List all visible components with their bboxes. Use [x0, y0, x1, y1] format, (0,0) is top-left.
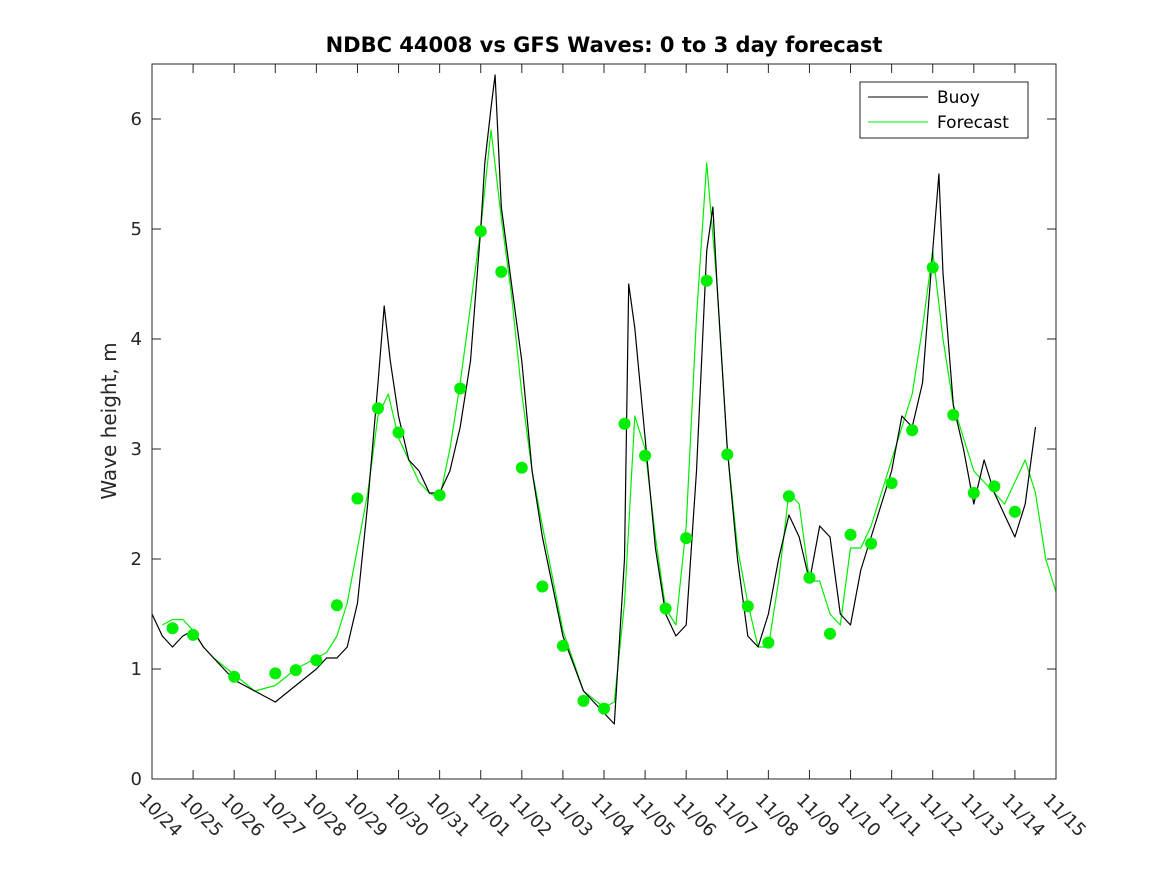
forecast-point	[680, 532, 693, 545]
legend-box	[859, 81, 1029, 139]
forecast-point	[639, 449, 652, 462]
forecast-point	[967, 487, 980, 499]
forecast-point	[454, 382, 467, 395]
forecast-point	[885, 477, 898, 490]
forecast-point	[330, 599, 343, 612]
y-tick-label: 2	[131, 549, 142, 570]
forecast-point	[1008, 505, 1021, 518]
forecast-point	[988, 480, 1001, 493]
forecast-point	[824, 627, 836, 640]
y-axis-ticks: 0 1 2 3 4 5 6	[131, 109, 1056, 790]
forecast-point	[474, 225, 487, 238]
forecast-point	[906, 424, 919, 437]
y-tick-label: 3	[131, 439, 142, 460]
y-tick-label: 6	[131, 109, 142, 130]
forecast-point	[536, 580, 549, 593]
forecast-point	[865, 537, 878, 550]
series-line-buoy	[151, 74, 1037, 725]
forecast-point	[844, 528, 857, 541]
forecast-point	[782, 490, 795, 503]
y-axis-label: Wave height, m	[97, 342, 121, 499]
forecast-point	[618, 417, 631, 430]
forecast-point	[351, 492, 364, 505]
y-tick-label: 4	[131, 329, 142, 350]
forecast-point	[721, 448, 734, 461]
legend-label-buoy: Buoy	[937, 88, 980, 108]
forecast-point	[577, 694, 590, 707]
forecast-point	[700, 274, 713, 287]
forecast-point	[495, 265, 508, 278]
forecast-point	[269, 667, 282, 680]
forecast-point	[515, 461, 528, 474]
forecast-point	[392, 426, 405, 439]
legend-label-forecast: Forecast	[937, 113, 1009, 133]
forecast-point	[598, 702, 610, 715]
forecast-point	[228, 670, 241, 683]
y-tick-label: 0	[131, 769, 142, 790]
forecast-point	[556, 639, 569, 652]
series-lines	[151, 74, 1057, 725]
forecast-point	[741, 600, 754, 613]
forecast-point	[187, 628, 200, 641]
forecast-point	[310, 654, 323, 667]
forecast-markers	[166, 225, 1021, 715]
forecast-point	[166, 622, 179, 635]
plot-area	[152, 64, 1056, 779]
legend: Buoy Forecast	[859, 81, 1029, 139]
forecast-point	[926, 261, 939, 274]
forecast-point	[289, 664, 302, 677]
y-tick-label: 1	[131, 659, 142, 680]
forecast-point	[947, 408, 960, 421]
forecast-point	[433, 489, 446, 502]
chart-title: NDBC 44008 vs GFS Waves: 0 to 3 day fore…	[326, 33, 883, 57]
forecast-point	[372, 402, 384, 415]
y-tick-label: 5	[131, 219, 142, 240]
forecast-point	[803, 571, 816, 584]
forecast-point	[659, 602, 672, 615]
forecast-point	[762, 636, 775, 649]
